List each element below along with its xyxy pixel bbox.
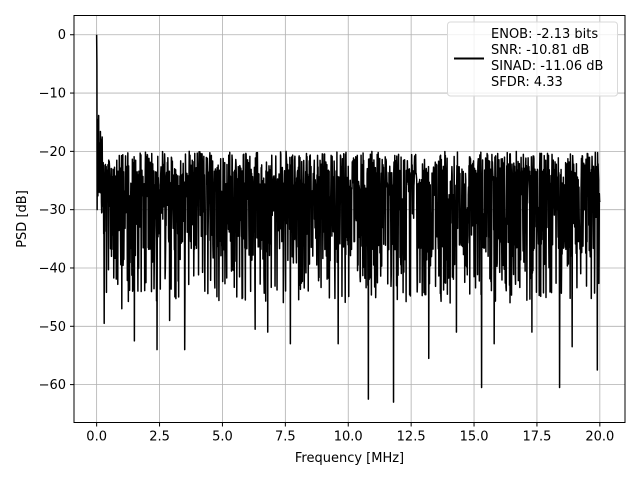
psd-series-line	[95, 34, 601, 403]
plot-area	[95, 34, 601, 403]
ticks: 0.0 2.5 5.0 7.5 10.0 12.5 15.0 17.5 20.0 0 −10 −20 −…	[39, 28, 615, 444]
y-tick-label: −10	[39, 87, 66, 102]
legend-line-sinad: SINAD: -11.06 dB	[491, 59, 603, 74]
y-axis-label: PSD [dB]	[15, 190, 30, 248]
x-tick-label: 12.5	[397, 430, 426, 445]
legend-line-enob: ENOB: -2.13 bits	[491, 27, 598, 42]
x-axis-label: Frequency [MHz]	[295, 451, 404, 466]
legend: ENOB: -2.13 bits SNR: -10.81 dB SINAD: -…	[447, 21, 618, 97]
y-tick-label: −30	[39, 203, 66, 218]
legend-line-snr: SNR: -10.81 dB	[491, 43, 589, 58]
legend-line-sfdr: SFDR: 4.33	[491, 75, 563, 90]
axes-frame	[73, 15, 626, 423]
y-tick-label: −40	[39, 261, 66, 276]
y-tick-label: −20	[39, 145, 66, 160]
x-tick-label: 5.0	[212, 430, 233, 445]
y-tick-label: −50	[39, 320, 66, 335]
x-tick-label: 15.0	[460, 430, 489, 445]
x-tick-label: 2.5	[149, 430, 170, 445]
y-tick-label: 0	[58, 28, 66, 43]
x-tick-label: 0.0	[86, 430, 107, 445]
legend-box	[447, 21, 618, 97]
x-tick-label: 17.5	[522, 430, 551, 445]
x-tick-label: 20.0	[585, 430, 614, 445]
x-tick-label: 7.5	[275, 430, 296, 445]
y-tick-label: −60	[39, 378, 66, 393]
x-tick-label: 10.0	[334, 430, 363, 445]
